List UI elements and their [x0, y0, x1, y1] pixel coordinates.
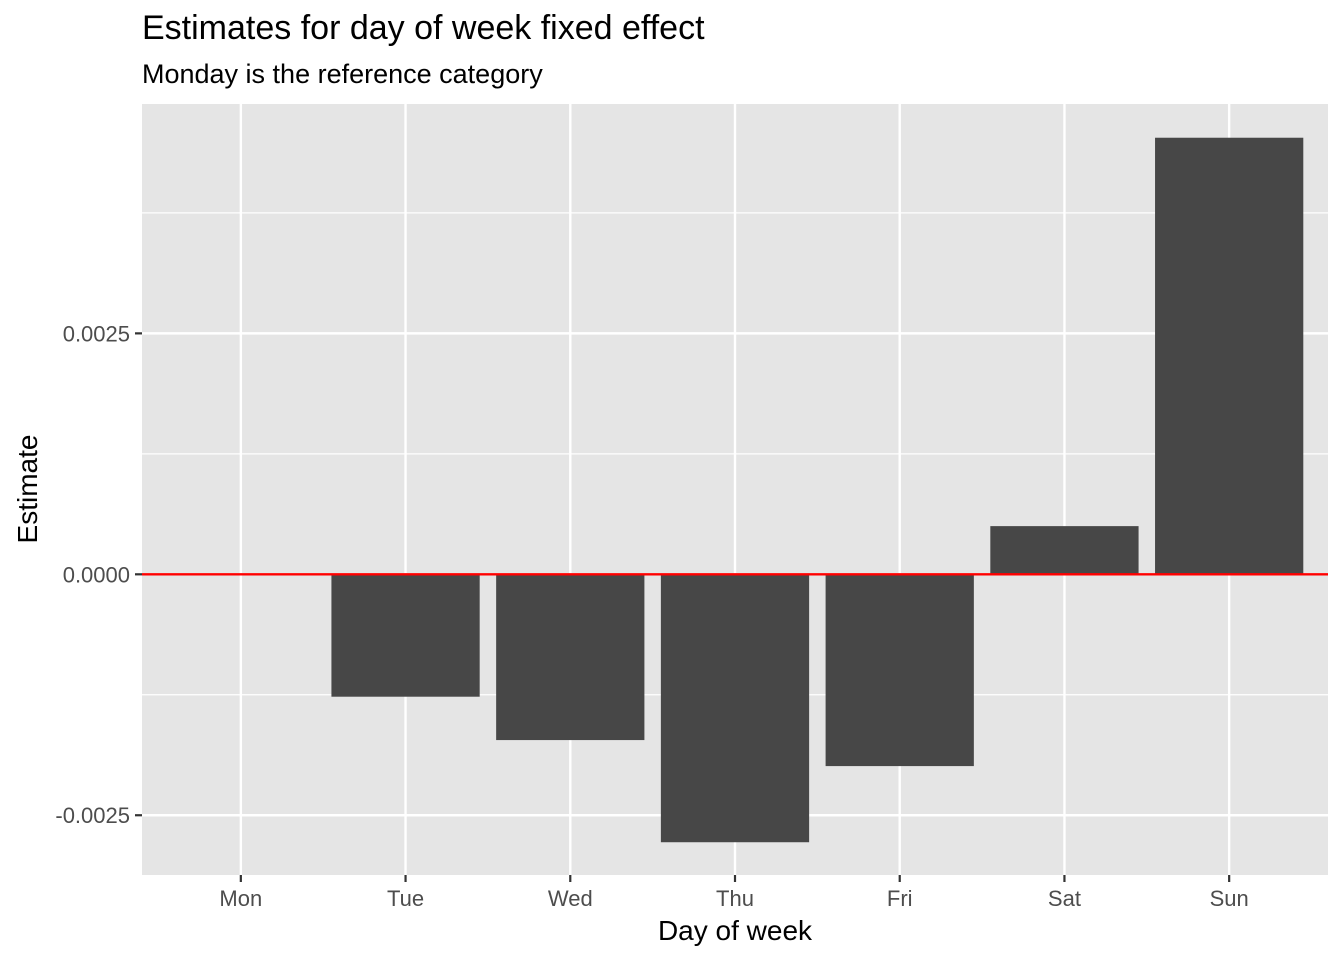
x-tick-label-sun: Sun: [1210, 886, 1249, 911]
chart-title: Estimates for day of week fixed effect: [142, 9, 705, 47]
x-tick-label-wed: Wed: [548, 886, 593, 911]
x-tick-label-thu: Thu: [716, 886, 754, 911]
bar-sat: [990, 526, 1139, 575]
y-tick-label: 0.0000: [63, 562, 130, 587]
y-axis: -0.0025 0.0000 0.0025: [55, 321, 142, 828]
bars: [331, 137, 1304, 843]
y-tick-label: 0.0025: [63, 321, 130, 346]
x-axis-title: Day of week: [658, 915, 813, 946]
x-tick-label-tue: Tue: [387, 886, 424, 911]
x-tick-label-sat: Sat: [1048, 886, 1081, 911]
bar-tue: [331, 574, 480, 697]
chart-subtitle: Monday is the reference category: [142, 59, 543, 89]
x-axis: Mon Tue Wed Thu Fri Sat Sun: [219, 875, 1249, 911]
bar-wed: [496, 574, 645, 741]
y-tick-label: -0.0025: [55, 803, 130, 828]
bar-fri: [825, 574, 974, 767]
bar-thu: [660, 574, 810, 843]
bar-sun: [1155, 137, 1304, 575]
x-tick-label-mon: Mon: [219, 886, 262, 911]
x-tick-label-fri: Fri: [887, 886, 913, 911]
y-axis-title: Estimate: [12, 435, 43, 544]
